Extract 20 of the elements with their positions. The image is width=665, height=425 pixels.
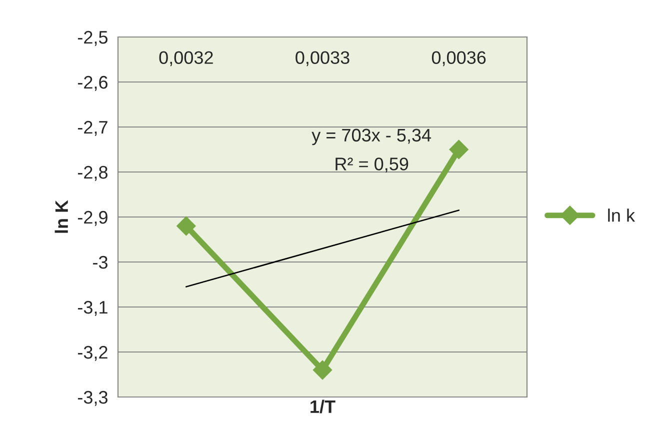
y-tick-label: -2,8 [78, 166, 108, 181]
x-tick-label: 0,0036 [432, 51, 486, 66]
annotation: R² = 0,59 [336, 158, 408, 173]
y-tick-label: -3,1 [78, 300, 108, 316]
point [312, 360, 332, 380]
y-axis-title: ln K [54, 200, 68, 233]
x-tick-label: 0,0032 [159, 51, 213, 66]
y-tick-label: -2,5 [78, 30, 108, 46]
y-tick-label: -2,6 [78, 76, 108, 91]
y-tick-label: -3,2 [78, 346, 108, 361]
y-tick-label: -3 [93, 256, 108, 269]
y-tick-label: -2,7 [78, 120, 108, 136]
point [176, 216, 196, 236]
legend-label: ln k [608, 208, 636, 222]
annotation: y = 703x - 5,34 [312, 128, 432, 146]
y-tick-label: -2,9 [78, 210, 108, 226]
x-tick-label: 0,0033 [296, 51, 350, 66]
x-axis-title: 1/T [310, 400, 336, 414]
point [449, 140, 468, 160]
y-tick-label: -3,3 [78, 390, 108, 406]
